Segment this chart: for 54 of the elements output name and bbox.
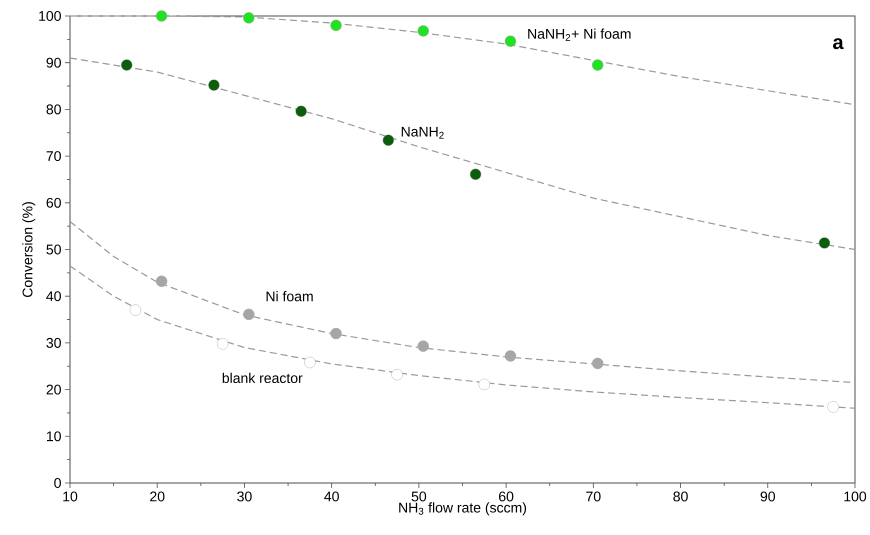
point xyxy=(391,368,403,380)
point xyxy=(304,356,316,368)
series-label: Ni foam xyxy=(266,291,313,302)
x-tick-label: 70 xyxy=(586,492,601,502)
point xyxy=(208,79,220,91)
point xyxy=(295,106,307,118)
series-label: blank reactor xyxy=(222,372,302,384)
point xyxy=(130,304,142,316)
y-tick-label: 0 xyxy=(54,478,61,488)
line-series xyxy=(69,265,856,409)
series-label: NaNH$_{2}$ xyxy=(402,126,444,139)
point xyxy=(818,237,830,249)
point xyxy=(504,350,516,362)
point xyxy=(120,59,132,71)
y-tick-label: 40 xyxy=(46,291,61,302)
y-axis-title: Conversion (%) xyxy=(22,202,36,298)
point xyxy=(243,12,255,24)
line-series xyxy=(69,220,856,384)
y-tick-label: 60 xyxy=(46,198,61,208)
point xyxy=(156,275,168,287)
y-tick-label: 20 xyxy=(46,384,61,395)
point xyxy=(504,35,516,47)
point xyxy=(216,338,228,350)
point xyxy=(827,401,839,413)
x-tick-label: 10 xyxy=(63,492,78,502)
x-tick-label: 50 xyxy=(412,492,426,502)
point xyxy=(156,10,168,22)
point xyxy=(418,25,429,37)
point xyxy=(470,168,482,180)
point xyxy=(592,358,604,370)
x-tick-label: 60 xyxy=(499,492,514,502)
y-tick-label: 90 xyxy=(46,58,61,68)
y-tick-label: 10 xyxy=(46,431,61,442)
point xyxy=(382,134,394,146)
point xyxy=(592,59,604,71)
y-tick-label: 80 xyxy=(46,104,61,114)
series-label: NaNH$_{2}$+ Ni foam xyxy=(528,28,631,41)
point xyxy=(330,328,342,340)
point xyxy=(330,20,342,32)
x-tick-label: 80 xyxy=(673,492,688,502)
x-tick-label: 30 xyxy=(237,492,252,502)
annotation: a xyxy=(833,38,844,50)
y-tick-label: 100 xyxy=(39,11,61,21)
x-tick-label: 90 xyxy=(760,492,776,502)
y-tick-label: 50 xyxy=(46,244,61,254)
x-axis-title: NH$_{3}$ flow rate (sccm) xyxy=(399,502,526,516)
x-tick-label: 20 xyxy=(150,492,164,502)
point xyxy=(243,308,255,320)
point xyxy=(418,340,429,352)
y-tick-label: 30 xyxy=(46,338,61,348)
x-tick-label: 40 xyxy=(324,492,339,502)
point xyxy=(478,378,490,390)
x-tick-label: 100 xyxy=(844,492,866,502)
y-tick-label: 70 xyxy=(46,151,61,162)
